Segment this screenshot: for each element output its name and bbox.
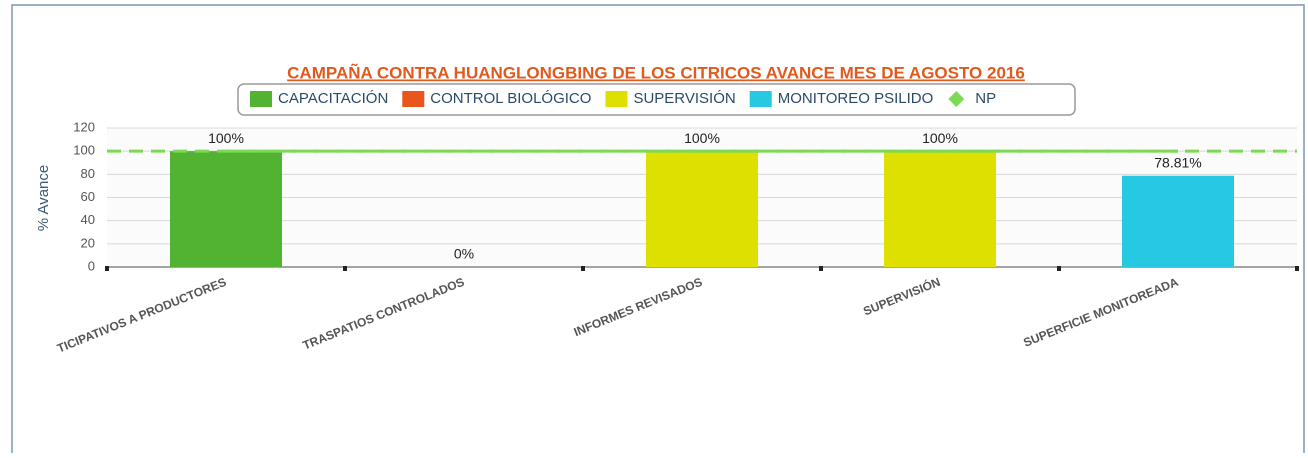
- data-label: 100%: [208, 130, 244, 146]
- legend-marker: [948, 91, 965, 107]
- y-tick-label: 120: [73, 119, 95, 134]
- legend-label: CONTROL BIOLÓGICO: [430, 90, 591, 107]
- legend-marker: [605, 91, 628, 107]
- legend-marker: [250, 91, 272, 107]
- x-tick: [343, 266, 347, 271]
- data-label: 78.81%: [1154, 154, 1201, 170]
- legend-label: SUPERVISIÓN: [633, 90, 735, 107]
- data-label: 100%: [684, 130, 720, 146]
- x-tick: [581, 266, 585, 271]
- y-tick-label: 80: [81, 166, 95, 181]
- x-tick: [105, 266, 109, 271]
- bar: [884, 151, 996, 267]
- y-tick-label: 0: [88, 258, 95, 273]
- data-label: 100%: [922, 130, 958, 146]
- bar: [170, 151, 282, 267]
- data-label: 0%: [454, 246, 474, 262]
- bar: [646, 151, 758, 267]
- y-tick-label: 40: [81, 212, 95, 227]
- legend-label: MONITOREO PSILIDO: [778, 90, 934, 107]
- x-tick: [1295, 266, 1299, 271]
- legend-label: CAPACITACIÓN: [278, 90, 388, 107]
- x-tick: [819, 266, 823, 271]
- legend-marker: [402, 91, 425, 107]
- y-axis-label: % Avance: [35, 165, 52, 231]
- chart-title: CAMPAÑA CONTRA HUANGLONGBING DE LOS CITR…: [287, 62, 1025, 82]
- legend-label: NP: [975, 90, 996, 107]
- x-tick: [1057, 266, 1061, 271]
- legend-box: [237, 83, 1076, 116]
- legend-marker: [749, 91, 772, 107]
- y-tick-label: 60: [81, 189, 95, 204]
- y-tick-label: 20: [81, 235, 95, 250]
- y-tick-label: 100: [73, 143, 95, 158]
- bar: [1122, 175, 1234, 267]
